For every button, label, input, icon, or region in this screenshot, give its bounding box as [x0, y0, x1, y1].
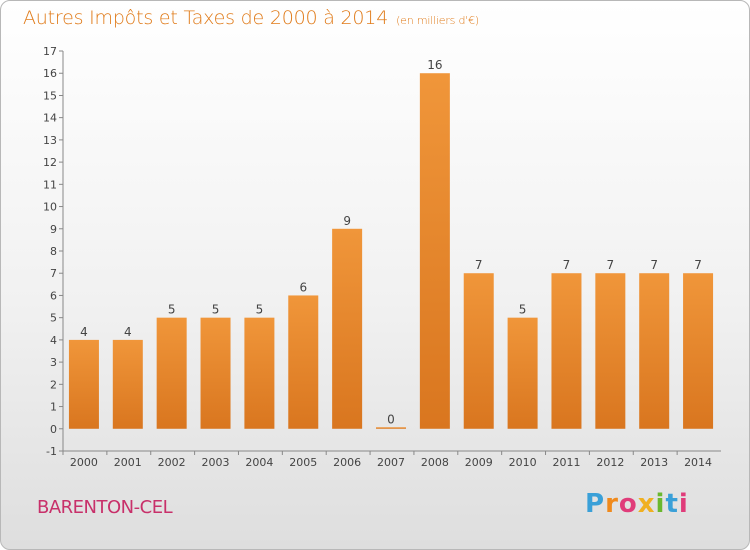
data-label-2003: 5 [212, 303, 220, 317]
bar-2004 [244, 317, 275, 429]
x-tick-label-2014: 2014 [684, 456, 712, 469]
logo-letter: x [637, 489, 656, 519]
x-tick-label-2011: 2011 [552, 456, 580, 469]
y-tick-label: 3 [50, 356, 57, 369]
y-tick-label: 11 [43, 178, 57, 191]
bar-2010 [507, 317, 538, 429]
y-tick-label: 1 [50, 401, 57, 414]
y-tick-label: 0 [50, 423, 57, 436]
bar-2013 [639, 273, 670, 429]
bar-2000 [68, 339, 99, 429]
x-tick-label-2006: 2006 [333, 456, 361, 469]
data-label-2013: 7 [650, 258, 658, 272]
data-label-2004: 5 [256, 303, 264, 317]
x-tick-label-2004: 2004 [245, 456, 273, 469]
y-tick-label: 5 [50, 312, 57, 325]
y-tick-label: 2 [50, 378, 57, 391]
y-tick-label: 9 [50, 223, 57, 236]
data-label-2009: 7 [475, 258, 483, 272]
logo-letter: r [605, 489, 619, 519]
y-tick-label: 14 [43, 112, 57, 125]
bar-2003 [200, 317, 231, 429]
x-tick-label-2003: 2003 [202, 456, 230, 469]
y-tick-label: 12 [43, 156, 57, 169]
logo-letter: i [655, 489, 666, 519]
commune-name: BARENTON-CEL [37, 497, 173, 518]
bar-2001 [112, 339, 143, 429]
data-label-2006: 9 [343, 214, 351, 228]
logo-letter: t [665, 489, 679, 519]
chart-unit-note: (en milliers d'€) [396, 14, 479, 27]
bar-2006 [332, 228, 363, 429]
x-tick-label-2001: 2001 [114, 456, 142, 469]
x-tick-label-2010: 2010 [509, 456, 537, 469]
x-tick-label-2007: 2007 [377, 456, 405, 469]
bar-2002 [156, 317, 187, 429]
y-tick-label: 15 [43, 89, 57, 102]
x-tick-label-2012: 2012 [596, 456, 624, 469]
x-tick-label-2005: 2005 [289, 456, 317, 469]
chart-title-text: Autres Impôts et Taxes de 2000 à 2014 [23, 7, 389, 29]
bar-2008 [419, 73, 450, 429]
logo-letter: i [678, 489, 689, 519]
x-tick-label-2000: 2000 [70, 456, 98, 469]
data-label-2010: 5 [519, 303, 527, 317]
y-tick-label: 4 [50, 334, 57, 347]
x-tick-label-2002: 2002 [158, 456, 186, 469]
bar-2012 [595, 273, 626, 429]
bar-2005 [288, 295, 319, 429]
data-label-2005: 6 [299, 280, 307, 294]
data-label-2000: 4 [80, 325, 88, 339]
bar-2011 [551, 273, 582, 429]
chart-title: Autres Impôts et Taxes de 2000 à 2014 (en… [23, 7, 479, 29]
data-label-2007: 0 [387, 412, 395, 426]
bar-2014 [683, 273, 714, 429]
data-label-2014: 7 [694, 258, 702, 272]
data-label-2011: 7 [563, 258, 571, 272]
data-label-2001: 4 [124, 325, 132, 339]
data-label-2012: 7 [607, 258, 615, 272]
proxiti-logo: Proxiti [585, 489, 689, 519]
bar-2007 [376, 427, 406, 429]
y-tick-label: 8 [50, 245, 57, 258]
x-tick-label-2008: 2008 [421, 456, 449, 469]
data-label-2002: 5 [168, 303, 176, 317]
bar-2009 [463, 273, 494, 429]
chart-bars: 4 4 5 5 5 6 9 0 16 7 5 7 7 7 7 [68, 58, 714, 429]
y-tick-label: 13 [43, 134, 57, 147]
logo-letter: o [618, 489, 638, 519]
y-tick-label: -1 [46, 445, 57, 458]
y-tick-label: 7 [50, 267, 57, 280]
y-tick-label: 10 [43, 201, 57, 214]
data-label-2008: 16 [427, 58, 442, 72]
y-tick-label: 6 [50, 289, 57, 302]
x-tick-label-2013: 2013 [640, 456, 668, 469]
x-tick-label-2009: 2009 [465, 456, 493, 469]
logo-letter: P [585, 489, 606, 519]
y-tick-label: 17 [43, 45, 57, 58]
y-tick-label: 16 [43, 67, 57, 80]
